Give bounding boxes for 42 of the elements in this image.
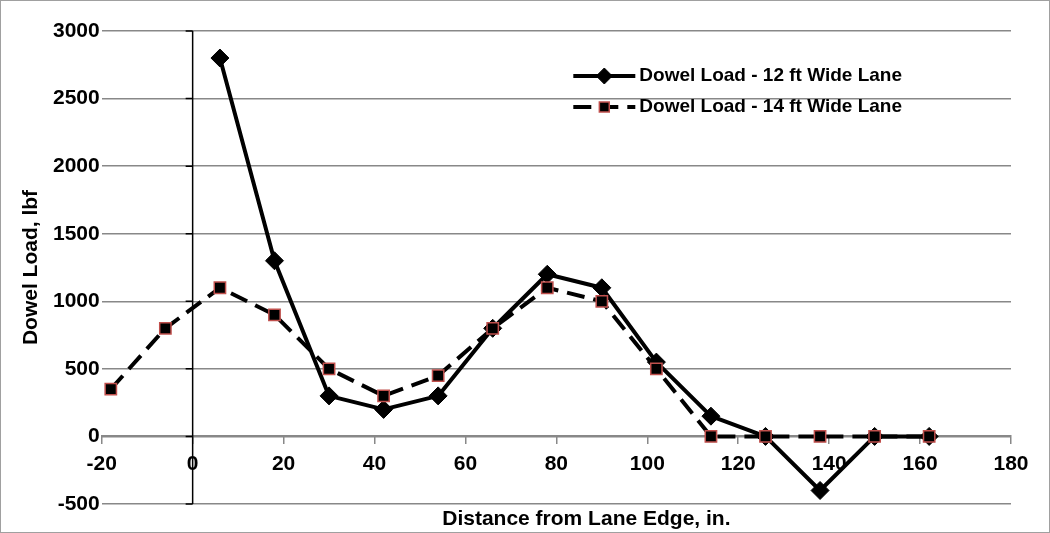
legend-label: Dowel Load - 14 ft Wide Lane	[639, 95, 903, 117]
x-tick-label: 80	[544, 450, 569, 474]
point	[268, 308, 281, 322]
x-tick-label: -20	[86, 450, 117, 474]
point	[213, 281, 227, 295]
point	[322, 362, 336, 376]
x-tick-label: 180	[993, 450, 1029, 474]
point	[104, 382, 118, 396]
y-tick-label: 2000	[53, 152, 100, 176]
x-tick-label: 100	[629, 450, 665, 474]
legend-label: Dowel Load - 12 ft Wide Lane	[639, 64, 903, 86]
y-tick-label: 1500	[53, 220, 100, 244]
point	[377, 389, 390, 403]
y-tick-label: 2500	[53, 85, 100, 109]
point	[649, 362, 663, 376]
point	[540, 281, 554, 295]
y-tick-label: -500	[57, 490, 100, 514]
point	[537, 264, 557, 284]
y-tick-label: 0	[88, 423, 100, 447]
point	[374, 399, 394, 419]
x-axis-title: Distance from Lane Edge, in.	[442, 506, 731, 530]
point	[810, 480, 830, 500]
x-tick-label: 40	[362, 450, 387, 474]
point	[264, 251, 284, 271]
point	[701, 406, 721, 426]
x-tick-label: 60	[453, 450, 478, 474]
y-tick-label: 3000	[53, 17, 100, 41]
point	[210, 48, 230, 68]
x-tick-label: 20	[271, 450, 296, 474]
point	[319, 386, 339, 406]
point	[592, 278, 612, 298]
x-tick-label: 160	[902, 450, 938, 474]
point	[595, 294, 609, 308]
point	[431, 369, 445, 383]
x-tick-label: 120	[720, 450, 756, 474]
y-tick-label: 500	[64, 355, 100, 379]
point	[704, 430, 718, 443]
y-axis-title: Dowel Load, lbf	[17, 188, 41, 346]
point	[158, 321, 172, 335]
y-tick-label: 1000	[53, 288, 100, 312]
point	[813, 430, 827, 443]
point	[428, 386, 448, 406]
